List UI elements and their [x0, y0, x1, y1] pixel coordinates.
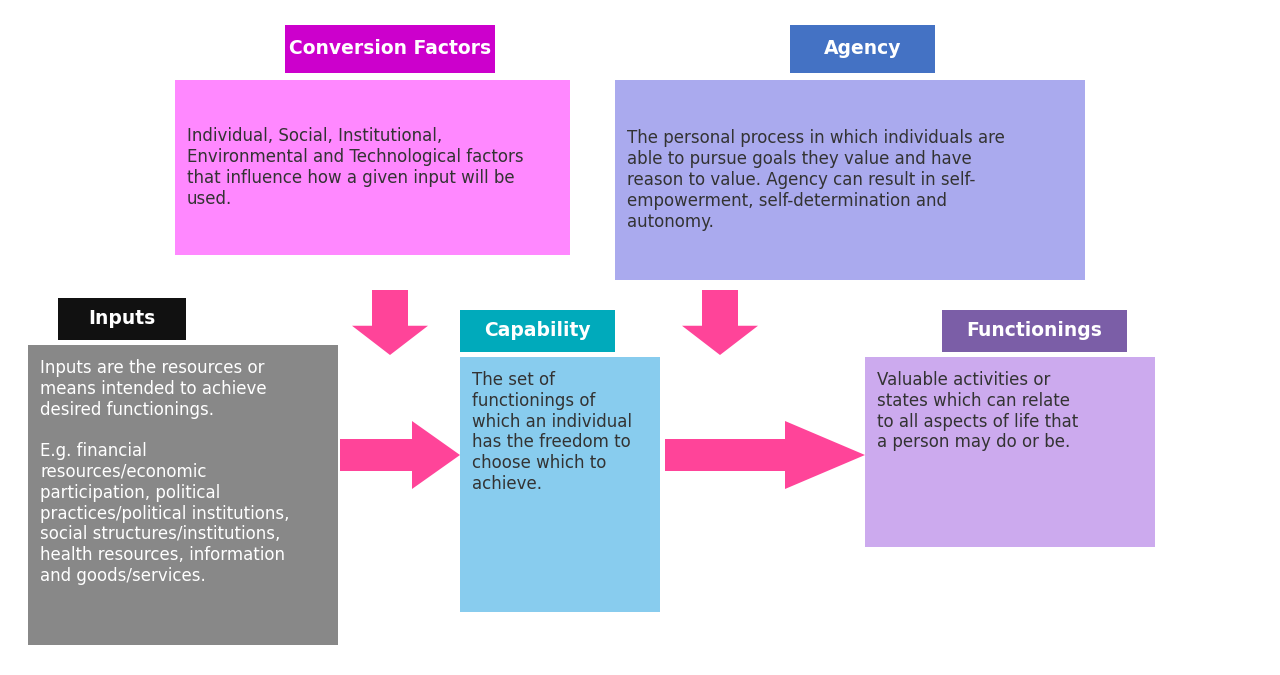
Polygon shape	[340, 421, 460, 489]
Text: Valuable activities or
states which can relate
to all aspects of life that
a per: Valuable activities or states which can …	[877, 371, 1078, 452]
FancyBboxPatch shape	[460, 310, 614, 352]
Text: Individual, Social, Institutional,
Environmental and Technological factors
that : Individual, Social, Institutional, Envir…	[187, 128, 524, 208]
Polygon shape	[352, 290, 428, 355]
FancyBboxPatch shape	[790, 25, 934, 73]
Text: Agency: Agency	[824, 40, 901, 59]
Polygon shape	[682, 290, 758, 355]
FancyBboxPatch shape	[865, 357, 1155, 547]
Text: Capability: Capability	[484, 321, 591, 340]
FancyBboxPatch shape	[58, 298, 186, 340]
Polygon shape	[666, 421, 865, 489]
Text: Conversion Factors: Conversion Factors	[289, 40, 492, 59]
FancyBboxPatch shape	[285, 25, 495, 73]
Text: Functionings: Functionings	[966, 321, 1102, 340]
FancyBboxPatch shape	[942, 310, 1126, 352]
Text: Inputs are the resources or
means intended to achieve
desired functionings.

E.g: Inputs are the resources or means intend…	[40, 359, 289, 585]
FancyBboxPatch shape	[175, 80, 570, 255]
FancyBboxPatch shape	[614, 80, 1085, 280]
Text: The personal process in which individuals are
able to pursue goals they value an: The personal process in which individual…	[627, 130, 1005, 231]
FancyBboxPatch shape	[460, 357, 660, 612]
FancyBboxPatch shape	[28, 345, 338, 645]
Text: Inputs: Inputs	[88, 310, 156, 329]
Text: The set of
functionings of
which an individual
has the freedom to
choose which t: The set of functionings of which an indi…	[472, 371, 632, 493]
